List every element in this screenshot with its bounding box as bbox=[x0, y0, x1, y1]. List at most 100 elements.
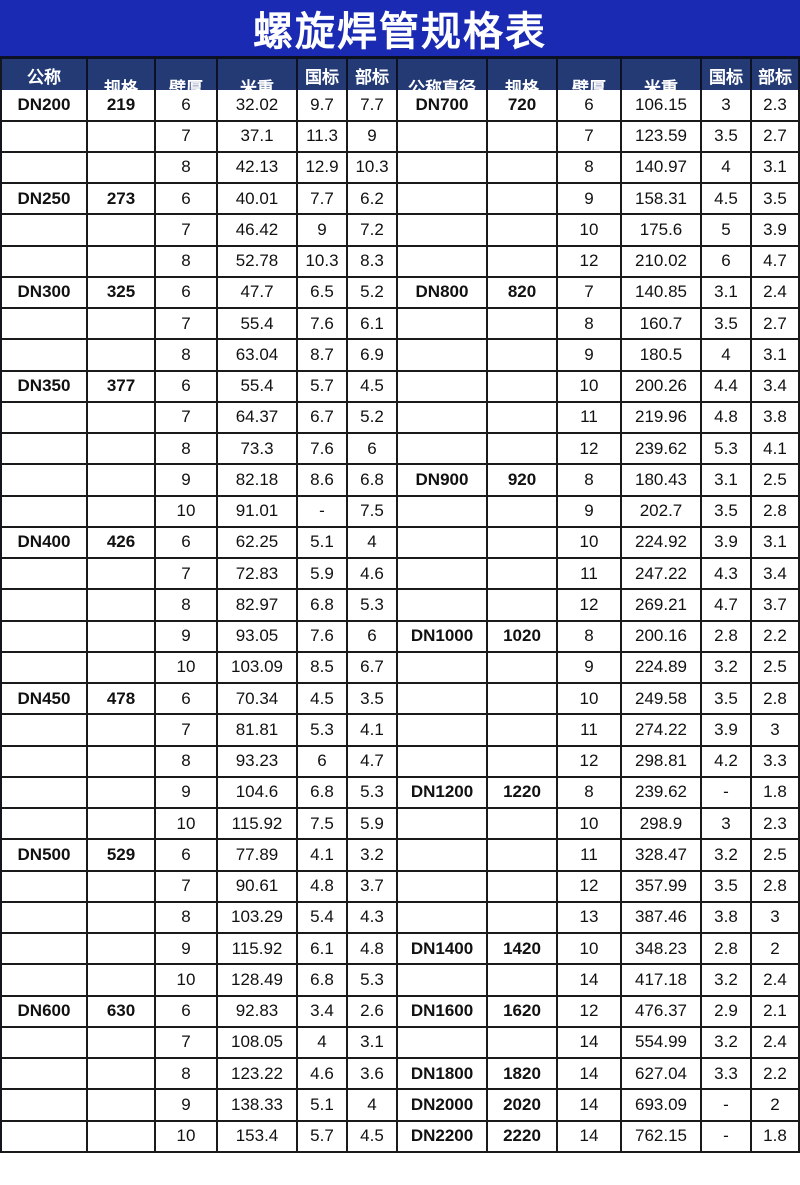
gb-water-pressure-cell: 4.1 bbox=[298, 840, 348, 872]
meter-weight-cell: 42.13 bbox=[218, 152, 298, 184]
spec-cell bbox=[88, 809, 156, 841]
meter-weight-cell: 115.92 bbox=[218, 809, 298, 841]
spec-cell bbox=[88, 1027, 156, 1059]
mb-water-pressure-cell: 3.5 bbox=[752, 184, 800, 216]
nominal-diameter-cell: DN1800 bbox=[398, 1059, 488, 1091]
wall-thickness-cell: 9 bbox=[558, 496, 622, 528]
wall-thickness-cell: 8 bbox=[558, 465, 622, 497]
nominal-diameter-cell bbox=[398, 434, 488, 466]
nominal-diameter-cell bbox=[2, 934, 88, 966]
spec-cell bbox=[488, 902, 558, 934]
nominal-diameter-cell bbox=[398, 152, 488, 184]
mb-water-pressure-cell: 4 bbox=[348, 1090, 398, 1122]
wall-thickness-cell: 8 bbox=[558, 309, 622, 341]
mb-water-pressure-cell: 2.4 bbox=[752, 965, 800, 997]
meter-weight-cell: 123.22 bbox=[218, 1059, 298, 1091]
mb-water-pressure-cell: 4.5 bbox=[348, 1121, 398, 1153]
wall-thickness-cell: 10 bbox=[156, 652, 218, 684]
meter-weight-cell: 123.59 bbox=[622, 121, 702, 153]
meter-weight-cell: 73.3 bbox=[218, 434, 298, 466]
mb-water-pressure-cell: 3.9 bbox=[752, 215, 800, 247]
spec-cell bbox=[488, 340, 558, 372]
gb-water-pressure-cell: 3.9 bbox=[702, 715, 752, 747]
wall-thickness-cell: 6 bbox=[156, 684, 218, 716]
nominal-diameter-cell bbox=[2, 871, 88, 903]
nominal-diameter-cell bbox=[398, 684, 488, 716]
gb-water-pressure-cell: 4.4 bbox=[702, 371, 752, 403]
spec-cell bbox=[88, 965, 156, 997]
wall-thickness-cell: 6 bbox=[156, 527, 218, 559]
mb-water-pressure-cell: 5.3 bbox=[348, 777, 398, 809]
wall-thickness-cell: 8 bbox=[156, 590, 218, 622]
gb-water-pressure-cell: 4 bbox=[702, 152, 752, 184]
meter-weight-cell: 219.96 bbox=[622, 402, 702, 434]
wall-thickness-cell: 14 bbox=[558, 1027, 622, 1059]
spec-cell bbox=[88, 1059, 156, 1091]
nominal-diameter-cell: DN900 bbox=[398, 465, 488, 497]
mb-water-pressure-cell: 5.2 bbox=[348, 402, 398, 434]
gb-water-pressure-cell: 4.6 bbox=[298, 1059, 348, 1091]
wall-thickness-cell: 12 bbox=[558, 590, 622, 622]
mb-water-pressure-cell: 3.7 bbox=[348, 871, 398, 903]
meter-weight-cell: 328.47 bbox=[622, 840, 702, 872]
wall-thickness-cell: 8 bbox=[558, 777, 622, 809]
meter-weight-cell: 108.05 bbox=[218, 1027, 298, 1059]
mb-water-pressure-cell: 6 bbox=[348, 434, 398, 466]
nominal-diameter-cell bbox=[398, 965, 488, 997]
mb-water-pressure-cell: 5.2 bbox=[348, 277, 398, 309]
spec-cell bbox=[488, 152, 558, 184]
gb-water-pressure-cell: 6 bbox=[298, 746, 348, 778]
wall-thickness-cell: 14 bbox=[558, 1090, 622, 1122]
nominal-diameter-cell bbox=[2, 777, 88, 809]
meter-weight-cell: 269.21 bbox=[622, 590, 702, 622]
gb-water-pressure-cell: 6.8 bbox=[298, 590, 348, 622]
meter-weight-cell: 90.61 bbox=[218, 871, 298, 903]
meter-weight-cell: 82.97 bbox=[218, 590, 298, 622]
nominal-diameter-cell bbox=[2, 434, 88, 466]
nominal-diameter-cell: DN1000 bbox=[398, 621, 488, 653]
gb-water-pressure-cell: - bbox=[702, 1121, 752, 1153]
nominal-diameter-cell bbox=[2, 1059, 88, 1091]
spec-cell bbox=[488, 1027, 558, 1059]
nominal-diameter-cell bbox=[2, 152, 88, 184]
mb-water-pressure-cell: 2.5 bbox=[752, 652, 800, 684]
mb-water-pressure-cell: 3.3 bbox=[752, 746, 800, 778]
nominal-diameter-cell bbox=[2, 902, 88, 934]
wall-thickness-cell: 7 bbox=[156, 309, 218, 341]
wall-thickness-cell: 6 bbox=[156, 90, 218, 122]
gb-water-pressure-cell: 7.7 bbox=[298, 184, 348, 216]
nominal-diameter-cell bbox=[398, 371, 488, 403]
meter-weight-cell: 55.4 bbox=[218, 309, 298, 341]
meter-weight-cell: 104.6 bbox=[218, 777, 298, 809]
gb-water-pressure-cell: 11.3 bbox=[298, 121, 348, 153]
mb-water-pressure-cell: 3.7 bbox=[752, 590, 800, 622]
nominal-diameter-cell: DN700 bbox=[398, 90, 488, 122]
nominal-diameter-cell bbox=[2, 559, 88, 591]
mb-water-pressure-cell: 4.8 bbox=[348, 934, 398, 966]
nominal-diameter-cell: DN250 bbox=[2, 184, 88, 216]
wall-thickness-cell: 10 bbox=[156, 496, 218, 528]
gb-water-pressure-cell: 4.5 bbox=[298, 684, 348, 716]
gb-water-pressure-cell: 3.5 bbox=[702, 684, 752, 716]
meter-weight-cell: 52.78 bbox=[218, 246, 298, 278]
meter-weight-cell: 200.26 bbox=[622, 371, 702, 403]
gb-water-pressure-cell: 7.6 bbox=[298, 434, 348, 466]
wall-thickness-cell: 10 bbox=[156, 965, 218, 997]
spec-cell bbox=[88, 215, 156, 247]
wall-thickness-cell: 9 bbox=[156, 1090, 218, 1122]
spec-cell bbox=[88, 402, 156, 434]
meter-weight-cell: 180.43 bbox=[622, 465, 702, 497]
spec-cell bbox=[88, 621, 156, 653]
spec-cell bbox=[88, 309, 156, 341]
spec-cell bbox=[88, 246, 156, 278]
wall-thickness-cell: 12 bbox=[558, 871, 622, 903]
mb-water-pressure-cell: 2.5 bbox=[752, 840, 800, 872]
mb-water-pressure-cell: 4.7 bbox=[752, 246, 800, 278]
spec-cell bbox=[488, 215, 558, 247]
meter-weight-cell: 239.62 bbox=[622, 434, 702, 466]
wall-thickness-cell: 10 bbox=[558, 527, 622, 559]
meter-weight-cell: 693.09 bbox=[622, 1090, 702, 1122]
mb-water-pressure-cell: 2.8 bbox=[752, 871, 800, 903]
gb-water-pressure-cell: 6.5 bbox=[298, 277, 348, 309]
wall-thickness-cell: 11 bbox=[558, 402, 622, 434]
